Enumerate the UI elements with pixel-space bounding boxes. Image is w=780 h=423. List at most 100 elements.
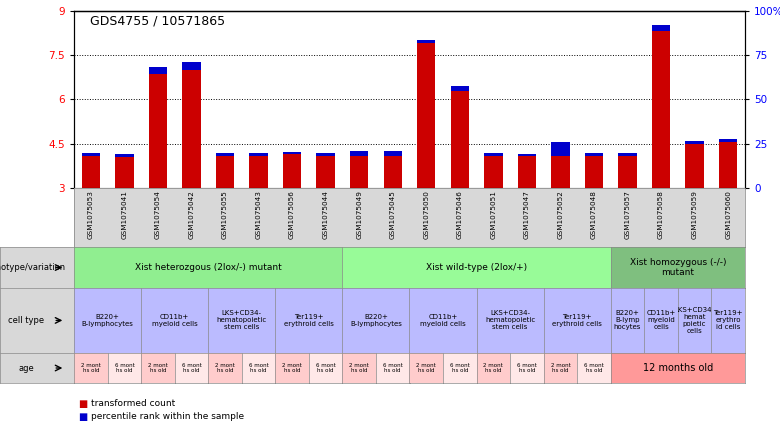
Text: cell type: cell type [8, 316, 44, 325]
Text: 6 mont
hs old: 6 mont hs old [182, 363, 201, 374]
Text: ■: ■ [78, 412, 87, 422]
Text: GSM1075049: GSM1075049 [356, 191, 362, 239]
Bar [719, 140, 737, 143]
Text: genotype/variation: genotype/variation [0, 263, 66, 272]
Bar [216, 153, 234, 156]
Bar [250, 156, 268, 188]
Bar [350, 151, 368, 156]
Text: B220+
B-lymphocytes: B220+ B-lymphocytes [82, 314, 133, 327]
Text: 6 mont
hs old: 6 mont hs old [450, 363, 470, 374]
Text: Ter119+
erythroid cells: Ter119+ erythroid cells [552, 314, 602, 327]
Text: GSM1075045: GSM1075045 [390, 191, 395, 239]
Text: GSM1075044: GSM1075044 [323, 191, 328, 239]
Bar [451, 86, 469, 91]
Text: 2 mont
hs old: 2 mont hs old [484, 363, 503, 374]
Text: LKS+CD34-
hematopoietic
stem cells: LKS+CD34- hematopoietic stem cells [217, 310, 267, 330]
Bar [283, 152, 301, 154]
Text: 2 mont
hs old: 2 mont hs old [148, 363, 168, 374]
Text: GSM1075055: GSM1075055 [222, 191, 228, 239]
Text: CD11b+
myeloid cells: CD11b+ myeloid cells [152, 314, 197, 327]
Text: LKS+CD34-
hemat
poietic
cells: LKS+CD34- hemat poietic cells [675, 307, 714, 334]
Text: 6 mont
hs old: 6 mont hs old [249, 363, 268, 374]
Text: CD11b+
myeloid cells: CD11b+ myeloid cells [420, 314, 466, 327]
Text: GSM1075042: GSM1075042 [189, 191, 194, 239]
Text: GSM1075043: GSM1075043 [256, 191, 261, 239]
Bar [115, 154, 133, 157]
Text: GSM1075059: GSM1075059 [692, 191, 697, 239]
Text: 2 mont
hs old: 2 mont hs old [215, 363, 235, 374]
Bar [115, 157, 133, 188]
Bar [350, 156, 368, 188]
Bar [686, 141, 704, 144]
Text: 6 mont
hs old: 6 mont hs old [383, 363, 402, 374]
Bar [551, 143, 569, 156]
Bar [183, 63, 200, 70]
Text: GSM1075058: GSM1075058 [658, 191, 664, 239]
Text: Xist heterozgous (2lox/-) mutant: Xist heterozgous (2lox/-) mutant [135, 263, 282, 272]
Text: GDS4755 / 10571865: GDS4755 / 10571865 [90, 15, 225, 28]
Text: GSM1075057: GSM1075057 [625, 191, 630, 239]
Text: Ter119+
erythro
id cells: Ter119+ erythro id cells [714, 310, 743, 330]
Text: GSM1075046: GSM1075046 [457, 191, 463, 239]
Bar [585, 153, 603, 156]
Text: LKS+CD34-
hematopoietic
stem cells: LKS+CD34- hematopoietic stem cells [485, 310, 535, 330]
Bar [518, 154, 536, 156]
Text: GSM1075054: GSM1075054 [155, 191, 161, 239]
Text: 2 mont
hs old: 2 mont hs old [417, 363, 436, 374]
Bar [484, 156, 502, 188]
Bar [283, 154, 301, 188]
Text: Xist wild-type (2lox/+): Xist wild-type (2lox/+) [426, 263, 527, 272]
Bar [82, 153, 100, 156]
Bar [417, 40, 435, 43]
Bar [149, 74, 167, 188]
Text: GSM1075060: GSM1075060 [725, 191, 731, 239]
Text: B220+
B-lymp
hocytes: B220+ B-lymp hocytes [614, 310, 641, 330]
Bar [619, 153, 636, 156]
Text: GSM1075050: GSM1075050 [424, 191, 429, 239]
Text: GSM1075053: GSM1075053 [88, 191, 94, 239]
Text: 6 mont
hs old: 6 mont hs old [584, 363, 604, 374]
Text: GSM1075041: GSM1075041 [122, 191, 127, 239]
Text: GSM1075047: GSM1075047 [524, 191, 530, 239]
Bar [551, 156, 569, 188]
Text: ■: ■ [78, 399, 87, 409]
Text: 6 mont
hs old: 6 mont hs old [517, 363, 537, 374]
Bar [183, 70, 200, 188]
Bar [250, 153, 268, 156]
Text: percentile rank within the sample: percentile rank within the sample [91, 412, 244, 421]
Text: GSM1075051: GSM1075051 [491, 191, 496, 239]
Bar [686, 144, 704, 188]
Text: GSM1075056: GSM1075056 [289, 191, 295, 239]
Text: 2 mont
hs old: 2 mont hs old [282, 363, 302, 374]
Bar [317, 156, 335, 188]
Bar [719, 143, 737, 188]
Text: 6 mont
hs old: 6 mont hs old [316, 363, 335, 374]
Text: 2 mont
hs old: 2 mont hs old [551, 363, 570, 374]
Bar [417, 43, 435, 188]
Text: age: age [18, 363, 34, 373]
Text: Ter119+
erythroid cells: Ter119+ erythroid cells [284, 314, 334, 327]
Bar [317, 153, 335, 156]
Bar [149, 67, 167, 74]
Text: transformed count: transformed count [91, 399, 176, 409]
Text: B220+
B-lymphocytes: B220+ B-lymphocytes [350, 314, 402, 327]
Bar [619, 156, 636, 188]
Text: 2 mont
hs old: 2 mont hs old [349, 363, 369, 374]
Text: 12 months old: 12 months old [643, 363, 713, 373]
Bar [384, 151, 402, 156]
Text: GSM1075052: GSM1075052 [558, 191, 563, 239]
Bar [518, 156, 536, 188]
Bar [652, 31, 670, 188]
Text: 2 mont
hs old: 2 mont hs old [81, 363, 101, 374]
Bar [484, 153, 502, 156]
Bar [652, 25, 670, 31]
Bar [384, 156, 402, 188]
Text: CD11b+
myeloid
cells: CD11b+ myeloid cells [647, 310, 675, 330]
Text: GSM1075048: GSM1075048 [591, 191, 597, 239]
Bar [451, 91, 469, 188]
Text: Xist homozygous (-/-)
mutant: Xist homozygous (-/-) mutant [629, 258, 726, 277]
Bar [82, 156, 100, 188]
Bar [585, 156, 603, 188]
Bar [216, 156, 234, 188]
Text: 6 mont
hs old: 6 mont hs old [115, 363, 134, 374]
